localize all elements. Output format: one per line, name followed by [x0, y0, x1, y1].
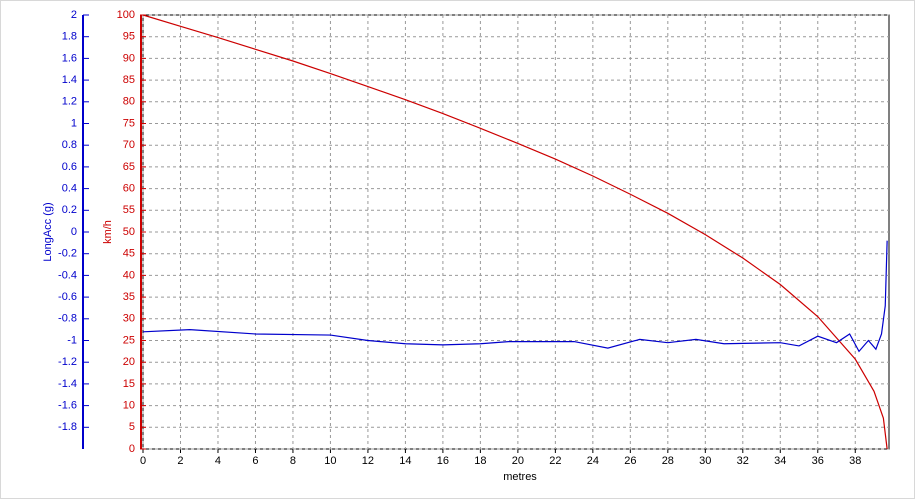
y2-tick-label: 100 [117, 9, 135, 21]
x-tick-label: 24 [587, 455, 599, 467]
y2-tick-label: 5 [129, 421, 135, 433]
data-line [142, 240, 888, 353]
x-tick-label: 6 [252, 455, 258, 467]
y-tick-label: -1.8 [58, 421, 77, 433]
y-tick-label: 0.8 [62, 139, 77, 151]
y-tick-label: -1.2 [58, 356, 77, 368]
x-tick-label: 14 [399, 455, 411, 467]
x-tick-label: 0 [140, 455, 146, 467]
y2-tick-label: 65 [123, 161, 135, 173]
y2-tick-label: 95 [123, 31, 135, 43]
y2-tick-label: 60 [123, 183, 135, 195]
y2-axis-label: km/h [102, 220, 114, 244]
y2-tick-label: 55 [123, 204, 135, 216]
x-tick-label: 18 [474, 455, 486, 467]
y2-tick-label: 30 [123, 313, 135, 325]
y-tick-label: 0.4 [62, 183, 77, 195]
y2-tick-label: 85 [123, 74, 135, 86]
y-tick-label: -0.4 [58, 269, 77, 281]
y2-tick-label: 0 [129, 443, 135, 455]
y2-tick-label: 75 [123, 117, 135, 129]
y-axis-label: LongAcc (g) [42, 202, 54, 261]
y2-tick-label: 15 [123, 378, 135, 390]
y2-tick-label: 80 [123, 96, 135, 108]
x-tick-label: 4 [215, 455, 221, 467]
x-tick-label: 36 [812, 455, 824, 467]
x-tick-label: 38 [849, 455, 861, 467]
data-line [142, 14, 888, 450]
y-tick-label: 1.2 [62, 96, 77, 108]
x-tick-label: 10 [324, 455, 336, 467]
y-tick-label: -1 [67, 334, 77, 346]
y2-tick-label: 45 [123, 248, 135, 260]
y2-tick-label: 40 [123, 269, 135, 281]
x-tick-label: 12 [362, 455, 374, 467]
y2-tick-label: 35 [123, 291, 135, 303]
y-tick-label: 0 [71, 226, 77, 238]
y-tick-label: 0.6 [62, 161, 77, 173]
x-tick-label: 20 [512, 455, 524, 467]
x-tick-label: 22 [549, 455, 561, 467]
y-tick-label: -1.4 [58, 378, 77, 390]
y2-tick-label: 25 [123, 334, 135, 346]
x-tick-label: 32 [737, 455, 749, 467]
x-tick-label: 30 [699, 455, 711, 467]
x-tick-label: 28 [662, 455, 674, 467]
y-tick-label: 1.6 [62, 52, 77, 64]
y-tick-label: -1.6 [58, 400, 77, 412]
y-tick-label: 1.8 [62, 31, 77, 43]
y-tick-label: -0.2 [58, 248, 77, 260]
y2-tick-label: 50 [123, 226, 135, 238]
y2-tick-label: 20 [123, 356, 135, 368]
x-tick-label: 26 [624, 455, 636, 467]
y-tick-label: -0.6 [58, 291, 77, 303]
y-tick-label: 2 [71, 9, 77, 21]
y-tick-label: 1.4 [62, 74, 77, 86]
x-tick-label: 34 [774, 455, 786, 467]
x-tick-label: 8 [290, 455, 296, 467]
y-tick-label: -0.8 [58, 313, 77, 325]
y2-tick-label: 90 [123, 52, 135, 64]
y2-tick-label: 70 [123, 139, 135, 151]
x-tick-label: 16 [437, 455, 449, 467]
x-tick-label: 2 [177, 455, 183, 467]
y-tick-label: 1 [71, 117, 77, 129]
y-tick-label: 0.2 [62, 204, 77, 216]
y2-tick-label: 10 [123, 400, 135, 412]
x-axis-label: metres [503, 471, 537, 483]
